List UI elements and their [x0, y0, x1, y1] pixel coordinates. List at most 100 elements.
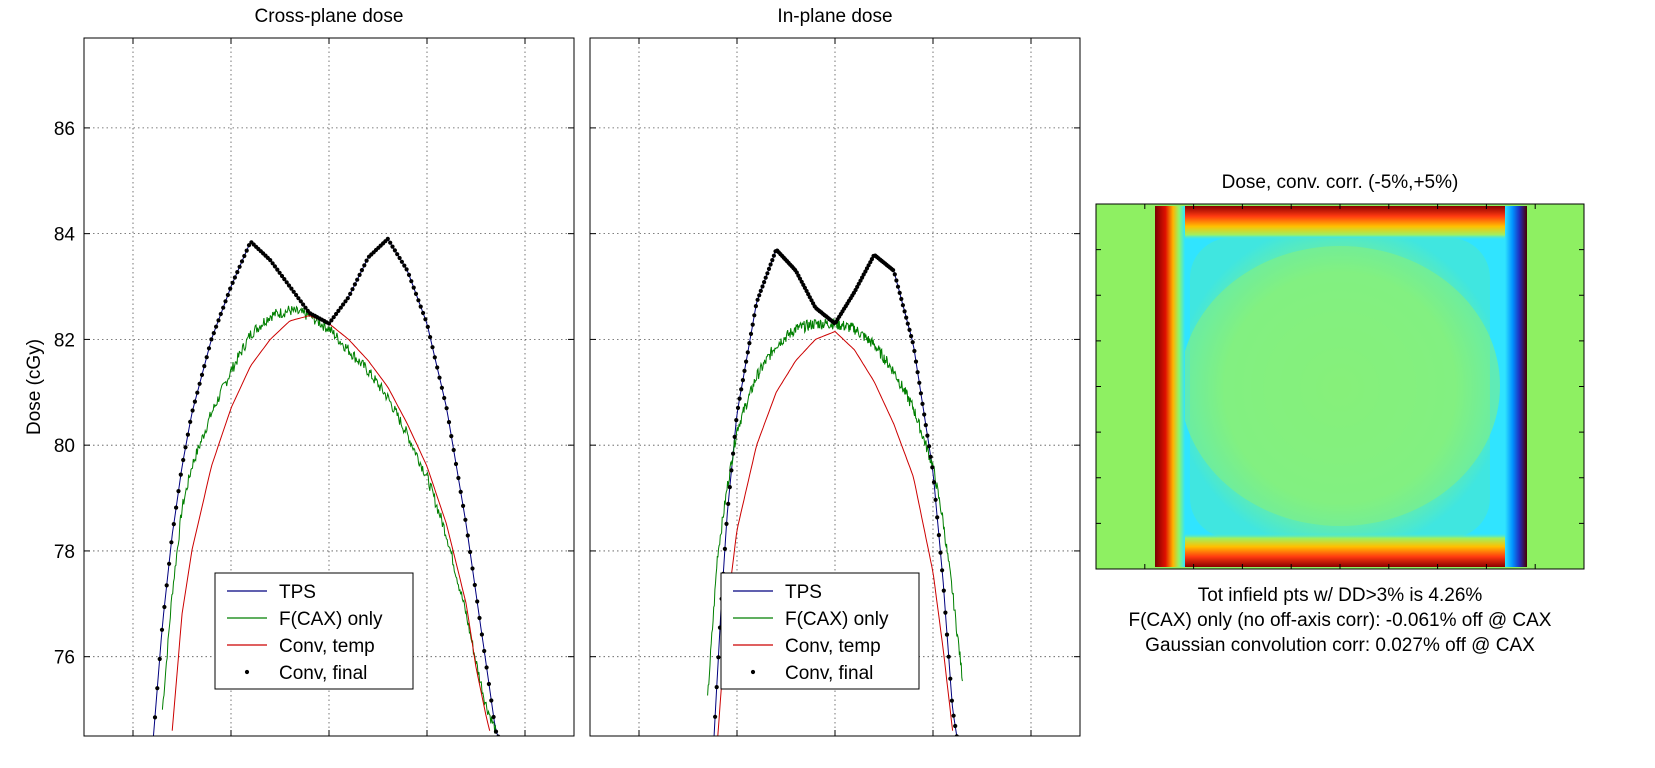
heatmap-bottom-edge: [1155, 533, 1525, 567]
in-plane-series-conv-final-point: [763, 275, 768, 280]
cross-plane-series-conv-final-point: [301, 302, 306, 307]
cross-plane-series-conv-final-point: [199, 372, 205, 377]
cross-plane-series-conv-final-point: [458, 489, 463, 494]
cross-plane-series-conv-final-point: [244, 248, 249, 253]
cross-plane-series-conv-final-point: [465, 533, 470, 538]
in-plane-series-conv-final-point: [722, 546, 728, 552]
cross-plane-series-conv-final-point: [331, 315, 336, 320]
cross-plane-series-conv-final-point: [489, 698, 494, 703]
in-plane-series-conv-final: [711, 248, 959, 749]
in-plane-legend: TPS F(CAX) only Conv, temp Conv, final: [720, 572, 920, 690]
cross-plane-series-conv-final-point: [359, 268, 364, 273]
cross-plane-series-conv-final-point: [294, 292, 299, 298]
in-plane-series-conv-temp: [717, 330, 954, 736]
cross-plane-series-conv-final-point: [298, 299, 303, 304]
in-plane-series-conv-final-point: [771, 253, 777, 258]
in-plane-series-conv-final-point: [796, 273, 801, 278]
in-plane-series-conv-final-point: [909, 334, 914, 339]
in-plane-series-conv-final-point: [943, 610, 948, 615]
cross-plane-series-conv-final-point: [338, 305, 343, 310]
cross-plane-series-conv-final-point: [496, 734, 501, 736]
cross-plane-series-conv-final-point: [174, 505, 179, 510]
cross-plane-series-conv-final-point: [282, 277, 287, 282]
in-plane-series-conv-final-point: [714, 685, 719, 690]
in-plane-series-conv-final-point: [807, 295, 812, 300]
in-plane-series-conv-final-point: [913, 359, 919, 364]
cross-plane-series-conv-final-point: [482, 648, 487, 654]
in-plane-series-conv-final-point: [747, 341, 752, 346]
in-plane-series-conv-final-point: [895, 284, 901, 289]
in-plane-series-conv-final-point: [766, 266, 772, 271]
cross-plane-series-f-cax-only: [161, 305, 497, 734]
cross-plane-series-conv-final-point: [477, 615, 482, 621]
in-plane-series-conv-final-point: [744, 359, 749, 364]
in-plane-series-conv-final-point: [806, 292, 811, 297]
cross-plane-ytick-label-1: 78: [54, 542, 75, 563]
cross-plane-series-conv-final-point: [395, 252, 400, 257]
in-plane-series: [707, 248, 963, 749]
cross-plane-legend-label-2: Conv, temp: [279, 636, 375, 657]
in-plane-series-conv-final-point: [912, 348, 917, 354]
cross-plane-series-conv-final: [151, 236, 503, 749]
in-plane-series-conv-final-point: [905, 321, 910, 326]
cross-plane-series-conv-final-point: [204, 355, 209, 360]
in-plane-series-conv-final-point: [933, 497, 938, 502]
cross-plane-series-conv-final-point: [197, 381, 202, 386]
cross-plane-series-conv-final-point: [289, 286, 294, 291]
cross-plane-series-conv-final-point: [470, 566, 475, 571]
cross-plane-series-conv-final-point: [279, 273, 285, 279]
in-plane-series-conv-final-point: [863, 269, 868, 274]
in-plane-series-conv-final-point: [742, 368, 747, 373]
in-plane-series-conv-final-point: [915, 370, 920, 375]
cross-plane-title: Cross-plane dose: [255, 6, 404, 27]
in-plane-series-conv-final-point: [900, 303, 906, 308]
in-plane-series-conv-final-point: [711, 745, 715, 749]
cross-plane-series-conv-final-point: [155, 686, 160, 691]
cross-plane-series-conv-final-point: [404, 267, 409, 272]
in-plane-series-conv-final-point: [928, 454, 933, 459]
cross-plane-series-conv-final-point: [195, 390, 200, 395]
in-plane-series-conv-final-point: [949, 698, 955, 703]
cross-plane-series-conv-final-point: [399, 259, 404, 264]
cross-plane-series-conv-final-point: [176, 489, 181, 494]
cross-plane-series-conv-final-point: [352, 282, 357, 287]
cross-plane-series-conv-final-point: [152, 715, 158, 720]
cross-plane-series-conv-final-point: [406, 272, 412, 277]
cross-plane-series-conv-final-point: [421, 310, 426, 316]
cross-plane-series-conv-final-point: [499, 740, 503, 744]
in-plane-ticks: [590, 38, 1080, 736]
in-plane-series-conv-final-point: [866, 263, 871, 268]
heatmap-ticks: [1096, 204, 1584, 569]
note-fcax-only: F(CAX) only (no off-axis corr): -0.061% …: [1128, 610, 1551, 631]
cross-plane-series-conv-final-point: [409, 279, 414, 284]
cross-plane-series-conv-final-point: [268, 258, 273, 263]
cross-plane-panel: Cross-plane dose 76 78 80 82 84 86 TPS F(CAX) …: [54, 6, 575, 749]
cross-plane-series-conv-final-point: [230, 280, 235, 285]
cross-plane-series-conv-final-point: [151, 745, 155, 749]
in-plane-series-conv-final-point: [894, 278, 899, 283]
in-plane-series-conv-final-point: [940, 568, 945, 573]
cross-plane-series-conv-final-point: [211, 331, 216, 336]
in-plane-series-conv-final-point: [864, 266, 870, 271]
cross-plane-series-conv-final-point: [192, 399, 197, 404]
in-plane-series-conv-final-point: [930, 465, 935, 470]
in-plane-series-conv-final-point: [902, 309, 907, 314]
in-plane-series-conv-final-point: [856, 281, 861, 286]
cross-plane-series-conv-final-point: [385, 236, 390, 241]
in-plane-series-conv-final-point: [768, 262, 773, 267]
cross-plane-series-conv-final-point: [239, 259, 245, 264]
cross-plane-series-conv-final-point: [461, 503, 466, 508]
cross-plane-series-conv-final-point: [430, 345, 435, 350]
cross-plane-series-conv-final-point: [348, 291, 353, 296]
in-plane-series-conv-final-point: [762, 280, 767, 285]
in-plane-legend-marker-3: [750, 669, 756, 675]
cross-plane-series-conv-final-point: [291, 289, 296, 294]
y-axis-label: Dose (cGy): [24, 339, 45, 435]
in-plane-series-conv-final-point: [853, 287, 858, 293]
in-plane-series-conv-final-point: [855, 284, 860, 289]
in-plane-series-conv-final-point: [948, 676, 953, 681]
in-plane-series-conv-final-point: [745, 350, 750, 355]
cross-plane-ytick-label-4: 84: [54, 225, 76, 246]
cross-plane-series-conv-final-point: [221, 305, 226, 310]
in-plane-series-conv-final-point: [713, 714, 718, 719]
